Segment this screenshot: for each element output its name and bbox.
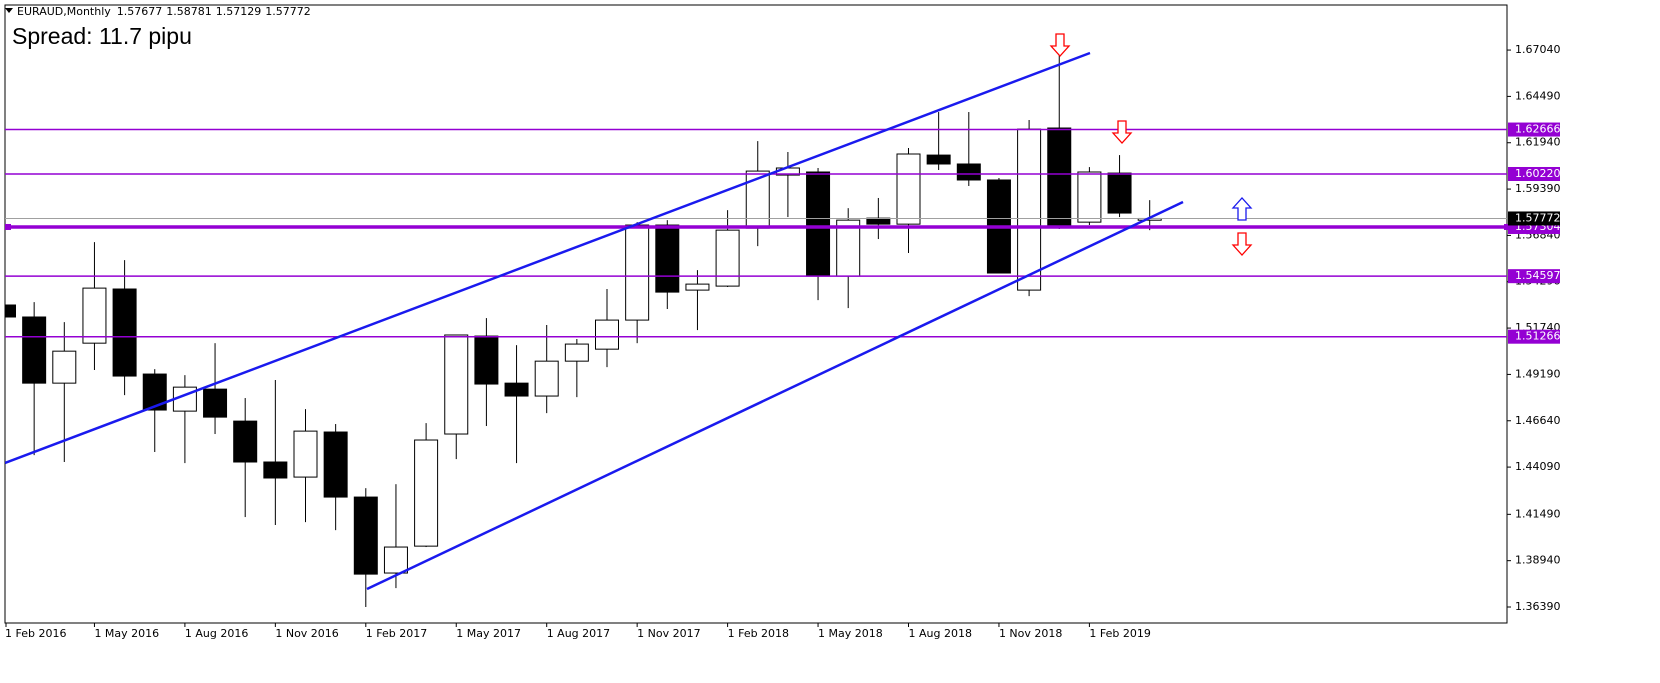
symbol: EURAUD,Monthly xyxy=(17,5,111,18)
candle-body xyxy=(112,288,137,377)
candle-body xyxy=(383,546,408,574)
candle-body xyxy=(956,163,981,181)
trend-line xyxy=(5,51,1091,465)
up-arrow xyxy=(1231,197,1253,221)
chart-header: EURAUD,Monthly 1.57677 1.58781 1.57129 1.577… xyxy=(17,5,311,18)
candle-body xyxy=(203,388,228,418)
candle-body xyxy=(82,287,107,344)
marks xyxy=(5,54,1507,608)
level-label-bg xyxy=(1508,329,1560,344)
candle-body xyxy=(263,461,288,479)
candle-body xyxy=(1107,172,1132,214)
y-tick-label: 1.59390 xyxy=(1515,182,1561,195)
level-label-bg xyxy=(1508,122,1560,137)
header-open: 1.57677 xyxy=(117,5,163,18)
candle-body xyxy=(22,316,47,384)
candle-body xyxy=(896,153,921,225)
candle-body xyxy=(1017,128,1042,291)
trend-line xyxy=(366,200,1184,591)
level-label-bg xyxy=(1508,269,1560,284)
header-high: 1.58781 xyxy=(166,5,212,18)
candle-body xyxy=(806,171,831,277)
candle-body xyxy=(926,154,951,165)
y-tick-label: 1.61940 xyxy=(1515,136,1561,149)
level-label-bg xyxy=(1508,166,1560,181)
candle-body xyxy=(444,334,469,435)
x-tick-label: 1 Feb 2019 xyxy=(1089,627,1150,640)
candle-body xyxy=(323,431,348,498)
x-tick-label: 1 Feb 2018 xyxy=(728,627,789,640)
candle-body xyxy=(474,335,499,385)
level-handle xyxy=(5,223,11,230)
candle-body xyxy=(353,496,378,575)
candle-body xyxy=(293,430,318,478)
x-tick-label: 1 Nov 2017 xyxy=(637,627,700,640)
down-arrow xyxy=(1049,33,1071,57)
level-handle xyxy=(1504,223,1510,230)
x-tick-label: 1 Feb 2017 xyxy=(366,627,427,640)
header-low: 1.57129 xyxy=(216,5,262,18)
candle-body xyxy=(715,229,740,287)
y-tick-label: 1.44090 xyxy=(1515,460,1561,473)
candle-body xyxy=(534,360,559,397)
x-tick-label: 1 Aug 2018 xyxy=(909,627,972,640)
candle-body xyxy=(5,304,16,318)
header-close: 1.57772 xyxy=(265,5,311,18)
candle-body xyxy=(504,382,529,397)
spread: Spread: 11.7 pipu xyxy=(12,23,192,49)
candle-body xyxy=(595,319,619,350)
x-tick-label: 1 Nov 2018 xyxy=(999,627,1062,640)
candle-body xyxy=(142,373,167,411)
x-tick-label: 1 Feb 2016 xyxy=(5,627,66,640)
x-tick-label: 1 May 2018 xyxy=(818,627,883,640)
level-label: 1.62666 xyxy=(1515,123,1561,136)
y-tick-label: 1.41490 xyxy=(1515,507,1561,520)
x-tick-label: 1 Aug 2016 xyxy=(185,627,248,640)
x-tick-label: 1 May 2016 xyxy=(94,627,159,640)
y-tick-label: 1.49190 xyxy=(1515,367,1561,380)
y-tick-label: 1.64490 xyxy=(1515,89,1561,102)
price-label-bg xyxy=(1508,211,1560,226)
candle-body xyxy=(233,420,258,463)
candle-body xyxy=(625,224,650,321)
candle-body xyxy=(564,343,589,362)
plot-area xyxy=(4,4,1508,624)
axes: 1.670401.644901.619401.593901.568401.542… xyxy=(5,43,1561,640)
drawings xyxy=(5,33,1253,591)
y-tick-label: 1.38940 xyxy=(1515,554,1561,567)
down-arrow xyxy=(1231,232,1253,256)
candle-body xyxy=(52,350,77,384)
candle-body xyxy=(414,439,439,547)
price-label: 1.57772 xyxy=(1515,211,1561,224)
y-tick-label: 1.36390 xyxy=(1515,600,1561,613)
candle-body xyxy=(685,283,710,291)
level-label: 1.54597 xyxy=(1515,269,1561,282)
y-tick-label: 1.46640 xyxy=(1515,414,1561,427)
candle-body xyxy=(1077,171,1102,223)
x-tick-label: 1 Nov 2016 xyxy=(275,627,338,640)
level-label: 1.60220 xyxy=(1515,167,1561,180)
level-label: 1.51266 xyxy=(1515,330,1561,343)
candle-body xyxy=(866,217,891,225)
candle-body xyxy=(1047,127,1072,226)
x-tick-label: 1 May 2017 xyxy=(456,627,521,640)
menu-triangle xyxy=(5,8,13,13)
down-arrow xyxy=(1111,120,1133,144)
y-tick-label: 1.67040 xyxy=(1515,43,1561,56)
candle-body xyxy=(655,224,680,293)
x-tick-label: 1 Aug 2017 xyxy=(547,627,610,640)
